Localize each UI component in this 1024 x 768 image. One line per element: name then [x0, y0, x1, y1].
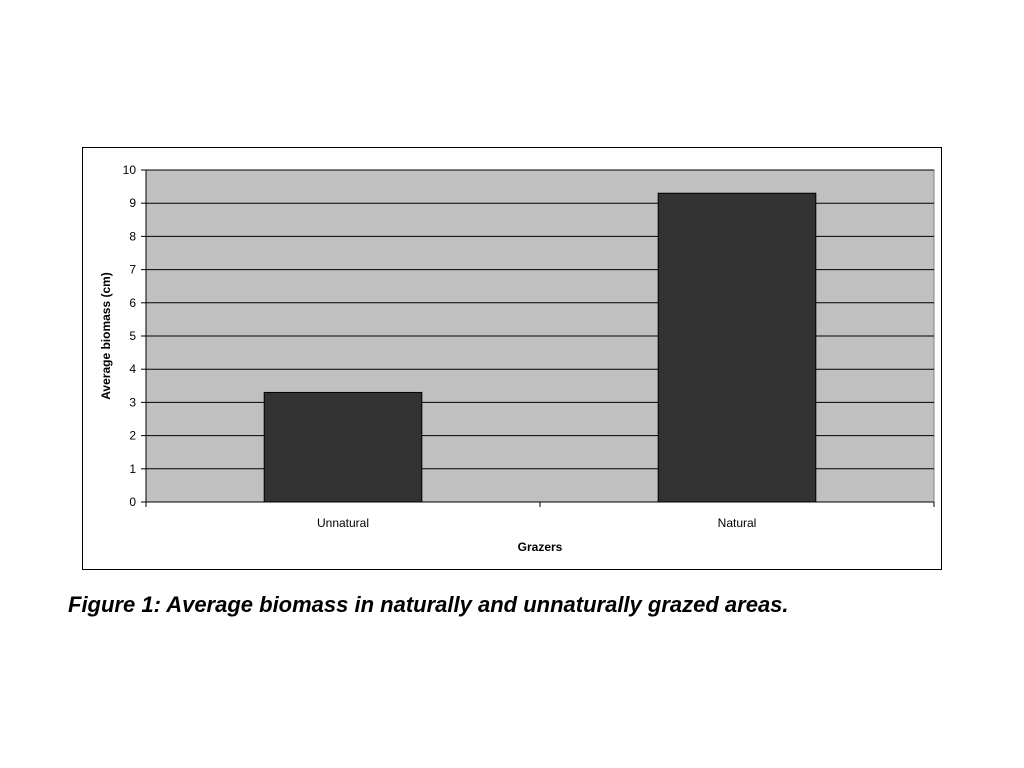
y-tick-label: 6: [129, 296, 136, 310]
bar-unnatural: [263, 391, 423, 503]
y-tick-label: 8: [129, 229, 136, 243]
bar-chart: 0 1 2 3 4 5 6 7 8 9 10 Unnatural Natural Grazers Av…: [99, 163, 935, 554]
x-axis-title: Grazers: [518, 540, 563, 554]
y-tick-label: 5: [129, 329, 136, 343]
y-tick-labels: 0 1 2 3 4 5 6 7 8 9 10: [123, 163, 137, 509]
y-tick-label: 2: [129, 429, 136, 443]
y-tick-label: 10: [123, 163, 137, 177]
bar-natural: [657, 192, 817, 503]
x-tick-label: Natural: [718, 516, 757, 530]
y-tick-label: 3: [129, 395, 136, 409]
x-tick-labels: Unnatural Natural: [317, 516, 756, 530]
figure-caption: Figure 1: Average biomass in naturally a…: [68, 592, 789, 617]
x-tick-label: Unnatural: [317, 516, 369, 530]
axes: [141, 169, 935, 507]
y-tick-label: 1: [129, 462, 136, 476]
y-tick-label: 9: [129, 196, 136, 210]
y-tick-label: 4: [129, 362, 136, 376]
y-tick-label: 0: [129, 495, 136, 509]
y-axis-title: Average biomass (cm): [99, 272, 113, 400]
chart-frame: 0 1 2 3 4 5 6 7 8 9 10 Unnatural Natural Grazers Av…: [82, 147, 942, 570]
y-tick-label: 7: [129, 263, 136, 277]
